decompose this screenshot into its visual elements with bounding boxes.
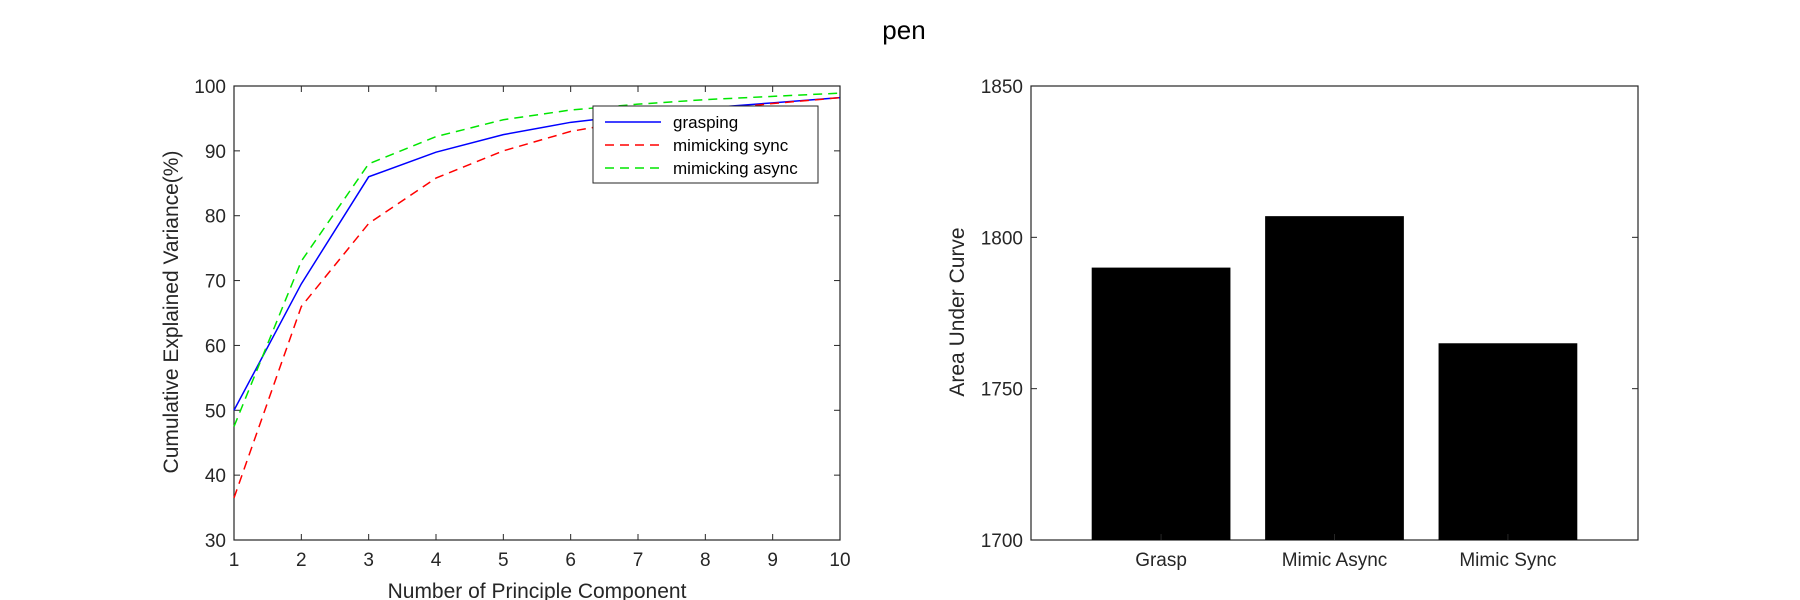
- x-tick-label: Grasp: [1135, 550, 1187, 571]
- y-tick-label: 1800: [981, 228, 1023, 249]
- series-line-mimicking-async: [233, 92, 841, 427]
- y-tick-label: 30: [205, 531, 226, 552]
- y-tick-label: 1850: [981, 77, 1023, 98]
- figure-title: pen: [882, 15, 925, 45]
- line-chart-y-axis-label: Cumulative Explained Variance(%): [160, 151, 183, 474]
- y-tick-label: 1750: [981, 380, 1023, 401]
- bar-mimic-async: [1265, 216, 1404, 540]
- y-tick-label: 70: [205, 272, 226, 293]
- x-tick-label: 10: [829, 550, 850, 571]
- y-tick-label: 100: [194, 77, 226, 98]
- x-tick-label: 9: [767, 550, 778, 571]
- line-chart-plot-area: 1 2 3 4 5 6 7 8 9 10 30 40 50 60 70 80 90 100 grasping mimi…: [194, 77, 850, 571]
- x-tick-label: Mimic Sync: [1459, 550, 1556, 571]
- x-tick-label: 1: [229, 550, 240, 571]
- bar-chart-plot-area: 1700 1750 1800 1850 Grasp Mimic Async Mimic Sy…: [981, 77, 1639, 571]
- x-tick-label: Mimic Async: [1282, 550, 1388, 571]
- y-tick-label: 90: [205, 142, 226, 163]
- series-line-mimicking-sync: [233, 96, 841, 499]
- x-tick-label: 4: [431, 550, 442, 571]
- series-line-grasping: [233, 96, 841, 411]
- x-tick-label: 8: [700, 550, 711, 571]
- y-tick-label: 1700: [981, 531, 1023, 552]
- bar-grasp: [1091, 267, 1231, 540]
- x-tick-label: 6: [565, 550, 576, 571]
- legend-label: mimicking async: [673, 159, 798, 178]
- line-chart-legend: grasping mimicking sync mimicking async: [592, 105, 819, 184]
- y-tick-label: 40: [205, 466, 226, 487]
- bar-chart: 1700 1750 1800 1850 Grasp Mimic Async Mimic Sy…: [946, 77, 1639, 571]
- legend-box: [592, 105, 819, 184]
- x-tick-label: 5: [498, 550, 509, 571]
- x-tick-label: 3: [363, 550, 374, 571]
- legend-label: mimicking sync: [673, 136, 789, 155]
- bar-chart-y-axis-label: Area Under Curve: [946, 227, 969, 396]
- legend-label: grasping: [673, 113, 738, 132]
- y-tick-label: 80: [205, 207, 226, 228]
- x-tick-label: 2: [296, 550, 307, 571]
- line-chart-x-axis-label: Number of Principle Component: [388, 580, 687, 600]
- line-chart: 1 2 3 4 5 6 7 8 9 10 30 40 50 60 70 80 90 100 grasping mimi…: [160, 77, 851, 600]
- bar-mimic-sync: [1438, 343, 1578, 540]
- y-tick-label: 50: [205, 401, 226, 422]
- y-tick-label: 60: [205, 336, 226, 357]
- x-tick-label: 7: [633, 550, 644, 571]
